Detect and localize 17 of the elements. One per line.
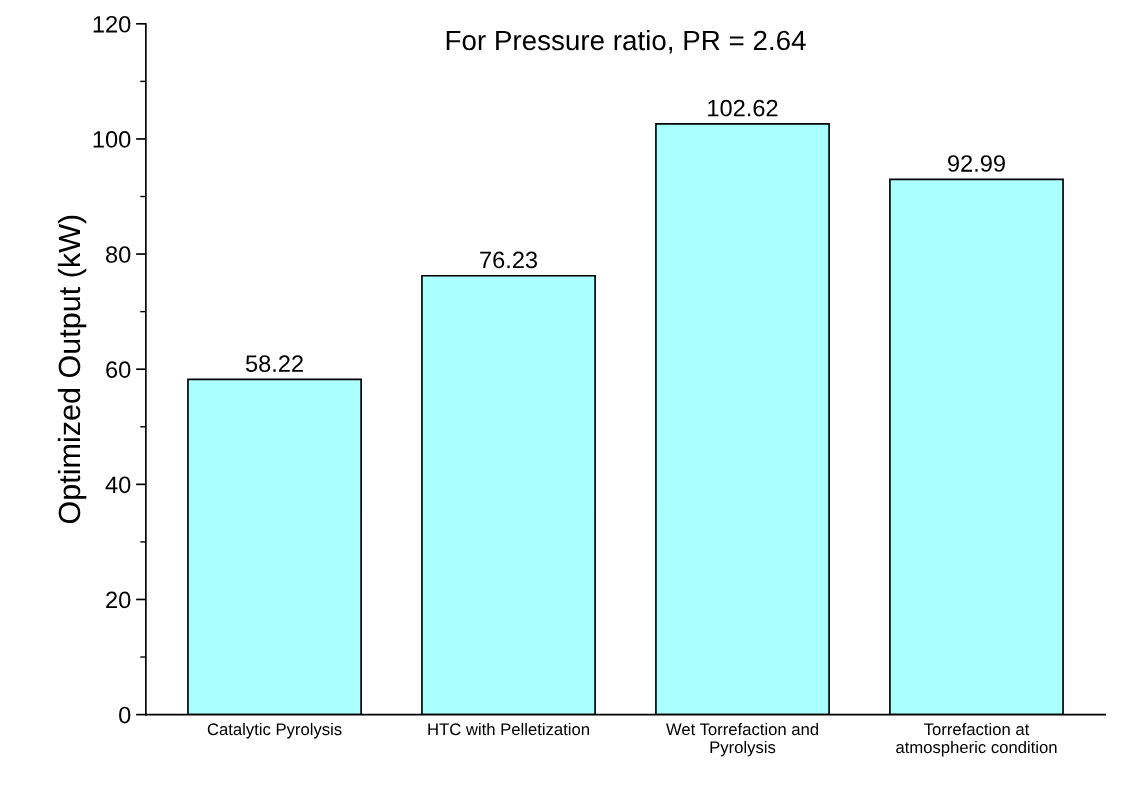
y-tick-label: 120 [93, 15, 131, 33]
y-tick-label: 60 [106, 361, 131, 378]
y-tick-label: 40 [105, 476, 131, 494]
data-label: 102.62 [708, 99, 778, 117]
x-tick-label: Catalytic Pyrolysis [207, 722, 342, 739]
data-label: 58.22 [245, 355, 303, 373]
y-tick-label: 0 [119, 706, 131, 724]
x-tick-label: Torrefaction at atmospheric condition [896, 722, 1057, 757]
y-tick-label: 20 [106, 591, 131, 609]
chart-title: For Pressure ratio, PR = 2.64 [446, 29, 806, 54]
y-axis-title: Optimized Output (kW) [57, 215, 87, 524]
y-tick-label: 100 [93, 131, 131, 148]
x-tick-label: Wet Torrefaction and Pyrolysis [665, 722, 819, 757]
x-tick-label: HTC with Pelletization [428, 722, 589, 736]
y-tick-label: 80 [106, 246, 131, 263]
data-label: 92.99 [948, 155, 1005, 172]
data-label: 76.23 [480, 251, 538, 269]
